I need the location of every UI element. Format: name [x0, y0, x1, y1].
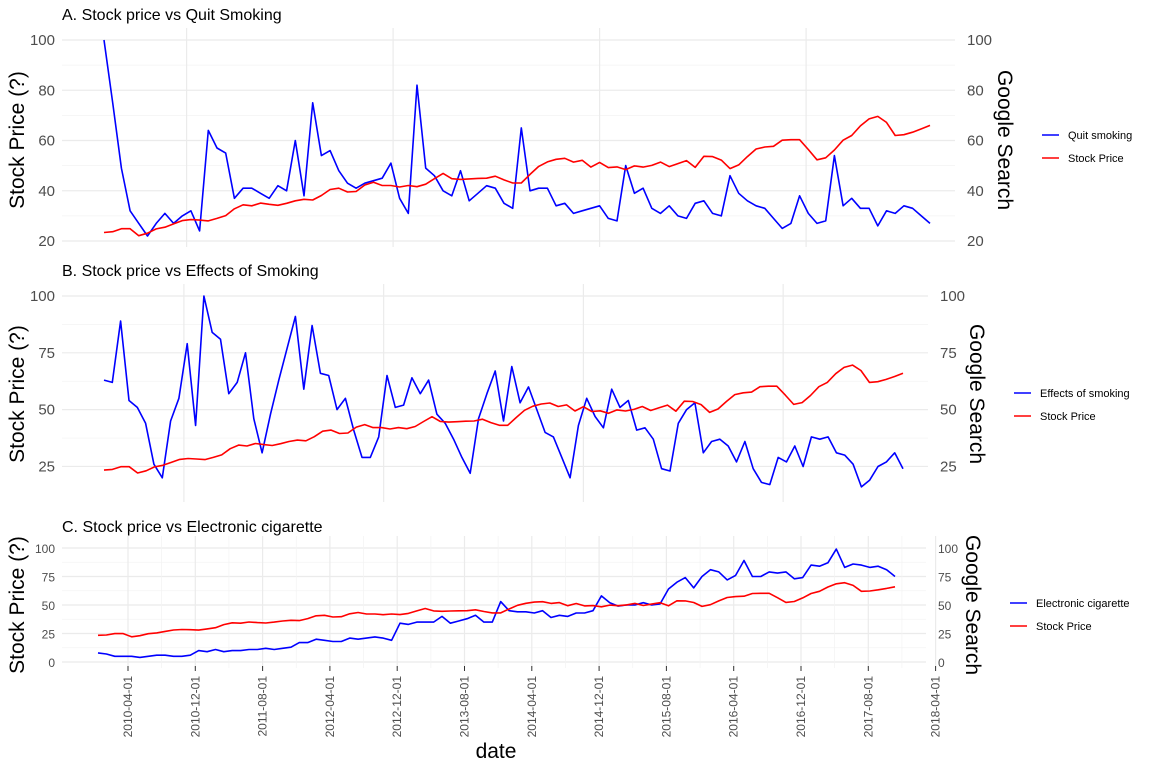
y-axis-title-left: Stock Price (?): [6, 71, 29, 209]
grid: [62, 536, 937, 668]
x-tick-label: 2014-04-01: [525, 676, 539, 738]
plot-lines: [103, 39, 931, 237]
x-tick-label: 2010-04-01: [121, 676, 135, 738]
y-axis-title-right: Google Search: [961, 535, 984, 675]
legend-label: Stock Price: [1068, 153, 1124, 165]
y-tick-label: 50: [940, 402, 957, 419]
y-tick-label: 20: [967, 233, 984, 250]
x-tick-label: 2010-12-01: [188, 676, 202, 738]
y-axis-title-right: Google Search: [993, 70, 1016, 210]
y-tick-label: 75: [940, 345, 957, 362]
y-axis-left: 25 50 75 100: [30, 288, 55, 475]
y-axis-right: 0 25 50 75 100: [938, 542, 958, 670]
y-axis-left: 20 40 60 80 100: [30, 32, 55, 250]
y-tick-label: 75: [38, 345, 55, 362]
x-tick-label: 2017-08-01: [861, 676, 875, 738]
x-tick-label: 2013-08-01: [458, 676, 472, 738]
y-tick-label: 25: [38, 458, 55, 475]
x-tick-label: 2011-08-01: [256, 676, 270, 737]
y-tick-label: 0: [938, 656, 945, 670]
y-tick-label: 100: [940, 288, 965, 305]
y-tick-label: 75: [938, 571, 952, 585]
legend: Electronic cigarette Stock Price: [1010, 598, 1130, 633]
panel-title: C. Stock price vs Electronic cigarette: [62, 519, 323, 536]
y-tick-label: 25: [42, 628, 56, 642]
legend: Effects of smoking Stock Price: [1014, 388, 1130, 423]
x-tick-label: 2012-12-01: [390, 676, 404, 738]
grid: [62, 284, 928, 502]
y-tick-label: 80: [38, 82, 55, 99]
legend: Quit smoking Stock Price: [1042, 130, 1132, 165]
series-line-stock-price: [103, 364, 904, 474]
y-tick-label: 50: [42, 599, 56, 613]
y-axis-title-left: Stock Price (?): [6, 325, 29, 463]
y-tick-label: 0: [48, 656, 55, 670]
y-tick-label: 100: [30, 288, 55, 305]
y-axis-left: 0 25 50 75 100: [35, 542, 55, 670]
y-tick-label: 100: [30, 32, 55, 49]
panel-quit-smoking: A. Stock price vs Quit Smoking 20 40 60 80 1…: [6, 7, 1132, 250]
x-tick-label: 2016-12-01: [794, 676, 808, 738]
y-tick-label: 100: [967, 32, 992, 49]
y-tick-label: 25: [938, 628, 952, 642]
plot-lines: [103, 295, 904, 488]
x-tick-label: 2014-12-01: [592, 676, 606, 738]
y-tick-label: 20: [38, 233, 55, 250]
y-axis-title-left: Stock Price (?): [6, 536, 29, 674]
series-line-search: [103, 39, 931, 237]
x-tick-label: 2012-04-01: [323, 676, 337, 738]
panel-title: A. Stock price vs Quit Smoking: [62, 7, 282, 24]
plot-lines: [97, 548, 896, 659]
series-line-search: [103, 295, 904, 488]
y-tick-label: 50: [938, 599, 952, 613]
panel-title: B. Stock price vs Effects of Smoking: [62, 263, 319, 280]
series-line-stock-price: [97, 581, 896, 638]
panel-electronic-cigarette: C. Stock price vs Electronic cigarette 0…: [6, 519, 1130, 763]
y-axis-right: 25 50 75 100: [940, 288, 965, 475]
y-tick-label: 100: [35, 542, 55, 556]
y-tick-label: 60: [38, 133, 55, 150]
y-tick-label: 75: [42, 571, 56, 585]
y-axis-right: 20 40 60 80 100: [967, 32, 992, 250]
series-line-search: [97, 548, 896, 659]
x-tick-label: 2015-08-01: [659, 676, 673, 738]
y-axis-title-right: Google Search: [965, 324, 988, 464]
legend-label: Stock Price: [1040, 411, 1096, 423]
x-tick-label: 2018-04-01: [929, 676, 943, 738]
panel-effects-of-smoking: B. Stock price vs Effects of Smoking 25 5…: [6, 263, 1130, 502]
y-tick-label: 100: [938, 542, 958, 556]
y-tick-label: 25: [940, 458, 957, 475]
grid: [62, 28, 955, 247]
series-line-stock-price: [103, 115, 931, 237]
y-tick-label: 80: [967, 82, 984, 99]
legend-label: Electronic cigarette: [1036, 598, 1130, 610]
legend-label: Stock Price: [1036, 621, 1092, 633]
x-axis: 2010-04-01 2010-12-01 2011-08-01 2012-04-01…: [121, 666, 943, 737]
x-tick-label: 2016-04-01: [727, 676, 741, 738]
y-tick-label: 50: [38, 402, 55, 419]
y-tick-label: 40: [967, 183, 984, 200]
legend-label: Quit smoking: [1068, 130, 1132, 142]
x-axis-title: date: [476, 740, 517, 763]
y-tick-label: 60: [967, 133, 984, 150]
legend-label: Effects of smoking: [1040, 388, 1130, 400]
y-tick-label: 40: [38, 183, 55, 200]
